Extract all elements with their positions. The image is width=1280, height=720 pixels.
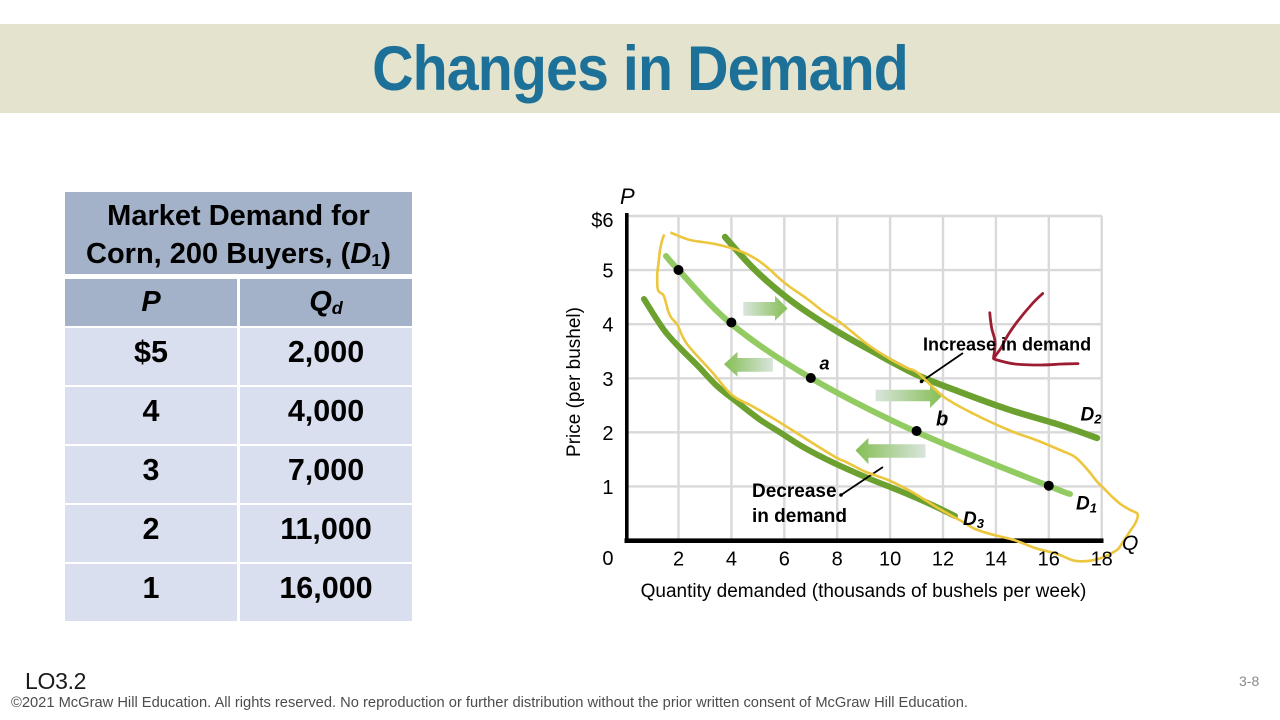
svg-text:a: a — [820, 354, 830, 374]
svg-text:D1: D1 — [1076, 494, 1097, 516]
svg-text:4: 4 — [602, 315, 613, 337]
svg-text:D2: D2 — [1081, 405, 1103, 427]
svg-text:3: 3 — [602, 369, 613, 391]
svg-text:in demand: in demand — [752, 506, 847, 527]
svg-text:0: 0 — [602, 548, 613, 570]
svg-text:Increase in demand: Increase in demand — [923, 335, 1091, 355]
svg-text:$6: $6 — [591, 210, 613, 232]
svg-text:2: 2 — [602, 423, 613, 445]
svg-text:Decrease: Decrease — [752, 481, 837, 502]
svg-text:12: 12 — [932, 549, 954, 571]
svg-text:5: 5 — [602, 261, 613, 283]
svg-text:16: 16 — [1038, 549, 1060, 571]
svg-text:Quantity demanded (thousands o: Quantity demanded (thousands of bushels … — [641, 581, 1087, 602]
svg-text:b: b — [936, 409, 948, 431]
svg-text:Price (per bushel): Price (per bushel) — [564, 307, 585, 457]
svg-text:1: 1 — [602, 477, 613, 499]
svg-text:14: 14 — [985, 549, 1007, 571]
svg-text:8: 8 — [832, 549, 843, 571]
svg-text:Q: Q — [1122, 532, 1138, 555]
svg-text:4: 4 — [726, 549, 737, 571]
svg-text:D3: D3 — [963, 509, 985, 531]
svg-text:6: 6 — [779, 549, 790, 571]
svg-text:18: 18 — [1091, 549, 1113, 571]
svg-text:10: 10 — [879, 549, 901, 571]
svg-text:P: P — [620, 184, 635, 209]
svg-text:2: 2 — [673, 549, 684, 571]
